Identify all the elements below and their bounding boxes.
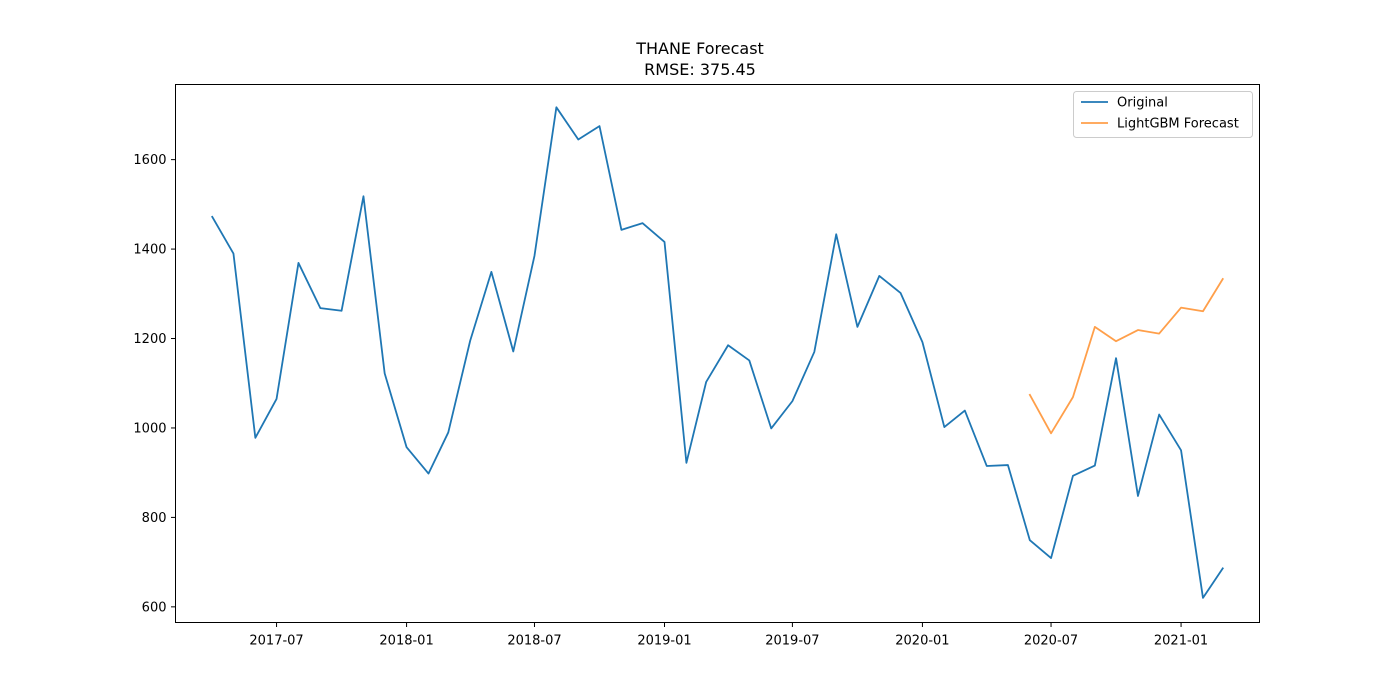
- chart-title: THANE Forecast: [636, 39, 764, 58]
- x-tick-label: 2017-07: [249, 634, 303, 649]
- legend-label: LightGBM Forecast: [1117, 117, 1239, 132]
- y-axis: 600 800 1000 1200 1400 1600: [133, 153, 176, 615]
- y-tick-label: 1600: [133, 153, 166, 168]
- chart-subtitle: RMSE: 375.45: [644, 60, 756, 79]
- x-axis: 2017-07 2018-01 2018-07 2019-01 2019-07 2020-…: [249, 622, 1208, 649]
- original-series-line: [211, 106, 1224, 599]
- legend-label: Original: [1117, 96, 1168, 111]
- plot-frame: [175, 84, 1260, 623]
- legend-box: [1073, 91, 1253, 138]
- series-layer: [211, 106, 1224, 599]
- x-tick-label: 2018-07: [507, 634, 561, 649]
- legend: Original LightGBM Forecast: [1073, 91, 1253, 138]
- x-tick-label: 2019-01: [637, 634, 691, 649]
- x-tick-label: 2021-01: [1154, 634, 1208, 649]
- forecast-series-line: [1028, 277, 1224, 435]
- y-tick-label: 600: [142, 600, 167, 615]
- x-tick-label: 2018-01: [379, 634, 433, 649]
- x-tick-label: 2020-01: [895, 634, 949, 649]
- x-tick-label: 2019-07: [765, 634, 819, 649]
- y-tick-label: 1400: [133, 243, 166, 258]
- y-tick-label: 1000: [133, 421, 166, 436]
- y-tick-label: 800: [142, 511, 167, 526]
- x-tick-label: 2020-07: [1024, 634, 1078, 649]
- y-tick-label: 1200: [133, 332, 166, 347]
